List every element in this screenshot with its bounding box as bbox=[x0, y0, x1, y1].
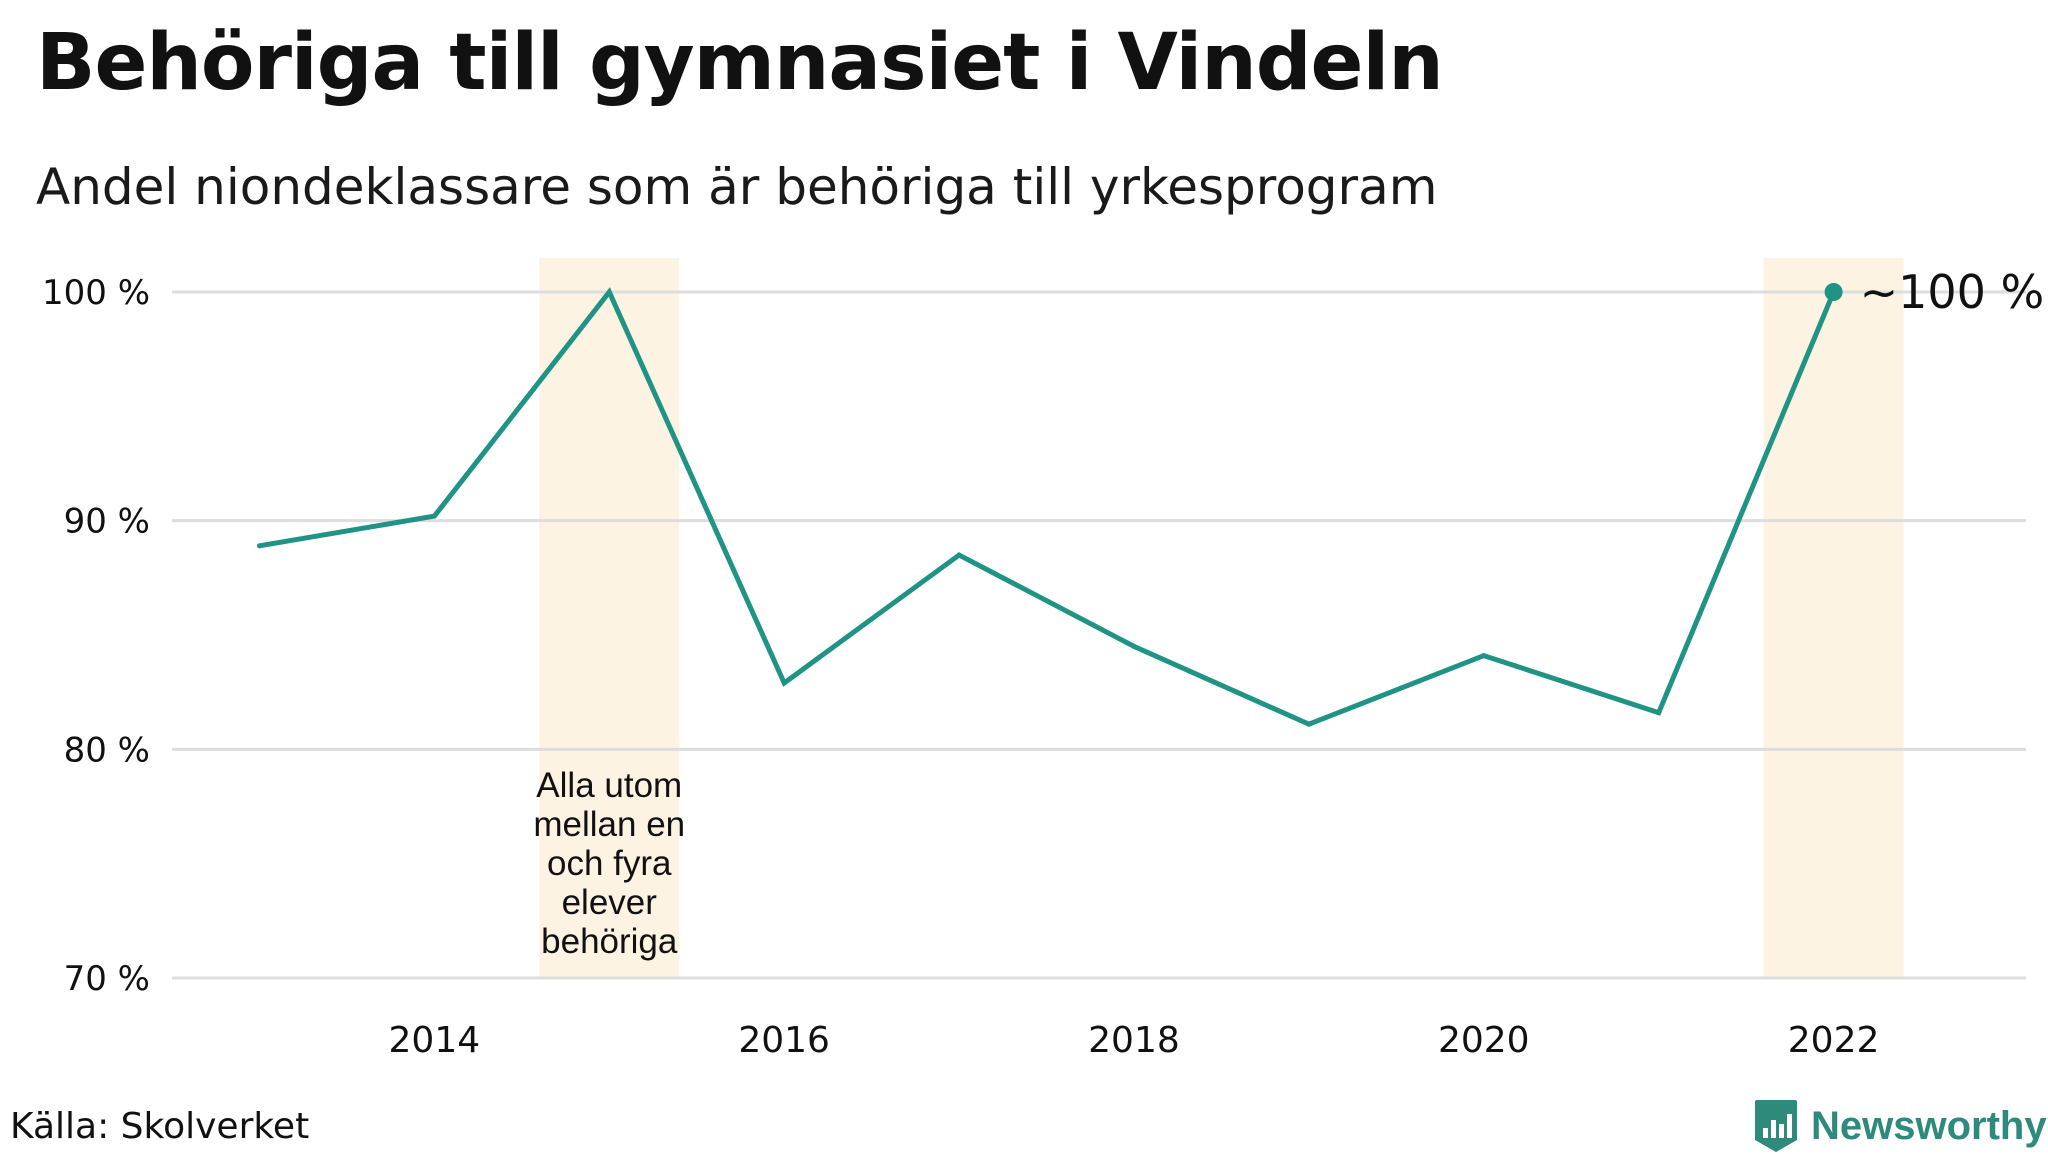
newsworthy-bar-chart-icon bbox=[1755, 1100, 1797, 1152]
highlight-bands bbox=[539, 258, 1904, 978]
x-tick-label: 2014 bbox=[389, 1020, 481, 1060]
source-note: Källa: Skolverket bbox=[10, 1106, 310, 1147]
brand-logo: Newsworthy bbox=[1753, 1098, 2047, 1154]
line-chart: 100 % 90 % 80 % 70 % 2014 2016 2018 2020 2022 ~… bbox=[42, 258, 2044, 1060]
data-point-2019 bbox=[1306, 721, 1312, 727]
band-annotation-line: elever bbox=[562, 883, 658, 922]
y-tick-label: 90 % bbox=[64, 502, 150, 542]
x-tick-label: 2018 bbox=[1088, 1020, 1180, 1060]
data-point-2013 bbox=[256, 543, 262, 549]
y-axis: 100 % 90 % 80 % 70 % bbox=[42, 273, 150, 999]
x-tick-label: 2016 bbox=[738, 1020, 830, 1060]
data-point-2020 bbox=[1481, 653, 1487, 659]
highlight-band-2015 bbox=[539, 258, 680, 978]
data-point-2021 bbox=[1656, 710, 1662, 716]
data-point-2015 bbox=[606, 289, 612, 295]
data-point-2016 bbox=[781, 680, 787, 686]
y-tick-label: 100 % bbox=[42, 273, 150, 313]
data-point-2017 bbox=[956, 552, 962, 558]
end-point-marker bbox=[1824, 283, 1843, 301]
end-label: ~100 % bbox=[1860, 265, 2045, 319]
band-annotation-line: mellan en bbox=[533, 805, 685, 844]
chart-subtitle: Andel niondeklassare som är behöriga til… bbox=[36, 158, 1438, 216]
gridlines bbox=[172, 290, 2026, 980]
annotations: ~100 % Alla utom mellan en och fyra elever be… bbox=[533, 265, 2044, 961]
band-annotation-line: och fyra bbox=[547, 844, 672, 883]
x-tick-label: 2022 bbox=[1788, 1020, 1880, 1060]
data-point-2014 bbox=[431, 513, 437, 519]
x-tick-label: 2020 bbox=[1438, 1020, 1530, 1060]
y-tick-label: 70 % bbox=[64, 959, 150, 999]
band-annotation: Alla utom mellan en och fyra elever behöriga bbox=[533, 766, 685, 961]
band-annotation-line: Alla utom bbox=[536, 766, 682, 805]
data-point-2018 bbox=[1131, 643, 1137, 649]
brand-name: Newsworthy bbox=[1811, 1103, 2047, 1148]
x-axis: 2014 2016 2018 2020 2022 bbox=[389, 1020, 1880, 1060]
highlight-band-2022 bbox=[1763, 258, 1904, 978]
chart-title: Behöriga till gymnasiet i Vindeln bbox=[36, 18, 1444, 108]
y-tick-label: 80 % bbox=[64, 730, 150, 770]
series-line-path bbox=[259, 287, 1836, 727]
band-annotation-line: behöriga bbox=[541, 922, 678, 961]
series-line bbox=[256, 287, 1837, 727]
